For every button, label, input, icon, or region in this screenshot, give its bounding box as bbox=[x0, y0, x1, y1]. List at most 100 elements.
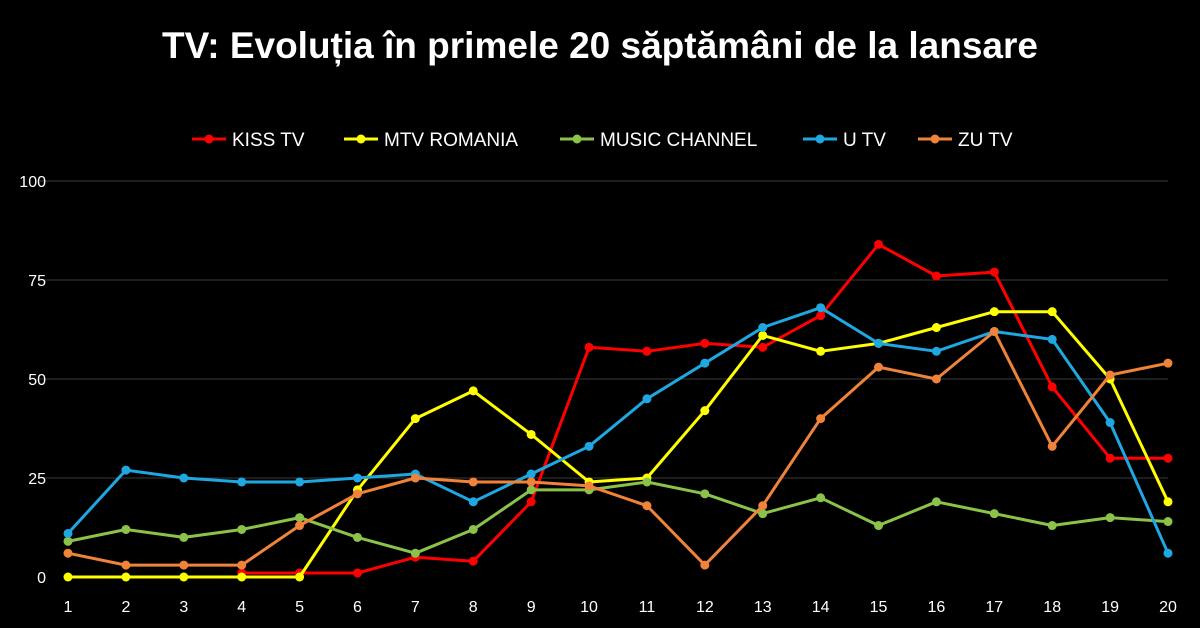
series-line-zu-tv bbox=[67, 330, 1169, 567]
x-tick-label: 11 bbox=[639, 599, 656, 616]
x-tick-label: 9 bbox=[527, 599, 536, 616]
x-tick-label: 6 bbox=[353, 599, 362, 616]
data-point-music-channel bbox=[237, 524, 247, 534]
x-tick-label: 14 bbox=[812, 599, 830, 616]
legend-swatch-marker bbox=[356, 134, 366, 144]
data-point-music-channel bbox=[758, 509, 768, 519]
data-point-zu-tv bbox=[642, 501, 652, 511]
data-point-u-tv bbox=[1163, 548, 1173, 558]
data-point-u-tv bbox=[758, 323, 768, 333]
series-line-mtv-romania bbox=[68, 310, 1170, 579]
chart-title: TV: Evoluția în primele 20 săptămâni de … bbox=[162, 25, 1038, 67]
legend-label: MTV ROMANIA bbox=[384, 130, 518, 151]
x-tick-label: 8 bbox=[469, 599, 478, 616]
data-point-mtv-romania bbox=[526, 429, 536, 439]
data-point-zu-tv bbox=[584, 481, 594, 491]
data-point-u-tv bbox=[816, 303, 826, 313]
data-point-u-tv bbox=[1047, 334, 1057, 344]
data-point-u-tv bbox=[700, 358, 710, 368]
legend-swatch-marker bbox=[930, 134, 940, 144]
data-point-u-tv bbox=[468, 497, 478, 507]
data-point-music-channel bbox=[700, 489, 710, 499]
data-point-mtv-romania bbox=[179, 572, 189, 582]
legend-label: U TV bbox=[843, 130, 886, 151]
data-point-music-channel bbox=[63, 536, 73, 546]
x-tick-label: 12 bbox=[696, 599, 714, 616]
data-point-kiss-tv bbox=[1105, 453, 1115, 463]
data-point-u-tv bbox=[352, 473, 362, 483]
data-point-mtv-romania bbox=[63, 572, 73, 582]
y-tick-label: 75 bbox=[28, 273, 46, 290]
series-music-channel bbox=[63, 477, 1173, 558]
data-point-kiss-tv bbox=[931, 271, 941, 281]
x-tick-label: 16 bbox=[928, 599, 946, 616]
data-point-u-tv bbox=[931, 346, 941, 356]
data-point-mtv-romania bbox=[295, 572, 305, 582]
series-zu-tv bbox=[63, 326, 1173, 570]
x-tick-label: 20 bbox=[1159, 599, 1177, 616]
data-point-zu-tv bbox=[410, 473, 420, 483]
data-point-zu-tv bbox=[758, 501, 768, 511]
data-point-kiss-tv bbox=[352, 568, 362, 578]
data-point-mtv-romania bbox=[1047, 307, 1057, 317]
data-point-kiss-tv bbox=[584, 342, 594, 352]
data-point-zu-tv bbox=[700, 560, 710, 570]
x-tick-label: 17 bbox=[985, 599, 1003, 616]
y-tick-label: 25 bbox=[28, 471, 46, 488]
data-point-music-channel bbox=[989, 509, 999, 519]
data-point-u-tv bbox=[179, 473, 189, 483]
data-point-zu-tv bbox=[121, 560, 131, 570]
legend-label: MUSIC CHANNEL bbox=[600, 130, 757, 151]
y-tick-label: 50 bbox=[28, 372, 46, 389]
data-point-zu-tv bbox=[1047, 441, 1057, 451]
data-point-mtv-romania bbox=[758, 330, 768, 340]
series-line-music-channel bbox=[67, 480, 1169, 555]
data-point-zu-tv bbox=[295, 521, 305, 531]
data-point-kiss-tv bbox=[642, 346, 652, 356]
data-point-music-channel bbox=[874, 521, 884, 531]
data-point-music-channel bbox=[295, 513, 305, 523]
y-tick-label: 0 bbox=[37, 570, 46, 587]
data-point-mtv-romania bbox=[468, 386, 478, 396]
x-axis-ticks: 1 2 3 4 5 6 7 8 9 10 11 12 13 14 15 16 17 18 19 20 bbox=[64, 599, 1177, 616]
data-point-music-channel bbox=[179, 532, 189, 542]
legend-swatch-marker bbox=[815, 134, 825, 144]
data-point-kiss-tv bbox=[1163, 453, 1173, 463]
data-point-zu-tv bbox=[1105, 370, 1115, 380]
data-point-mtv-romania bbox=[931, 323, 941, 333]
data-point-kiss-tv bbox=[526, 497, 536, 507]
data-point-zu-tv bbox=[1163, 358, 1173, 368]
series-group bbox=[63, 239, 1173, 582]
x-tick-label: 19 bbox=[1101, 599, 1119, 616]
data-point-zu-tv bbox=[989, 326, 999, 336]
data-point-music-channel bbox=[1105, 513, 1115, 523]
data-point-zu-tv bbox=[63, 548, 73, 558]
legend-item-zu-tv: ZU TV bbox=[918, 130, 1013, 151]
data-point-u-tv bbox=[526, 469, 536, 479]
x-tick-label: 2 bbox=[121, 599, 130, 616]
data-point-kiss-tv bbox=[700, 338, 710, 348]
legend-item-mtv-romania: MTV ROMANIA bbox=[344, 130, 518, 151]
x-tick-label: 3 bbox=[179, 599, 188, 616]
gridlines bbox=[40, 180, 1168, 479]
series-line-u-tv bbox=[66, 306, 1170, 554]
data-point-zu-tv bbox=[468, 477, 478, 487]
y-tick-label: 100 bbox=[19, 174, 46, 191]
data-point-u-tv bbox=[1105, 418, 1115, 428]
x-tick-label: 10 bbox=[580, 599, 598, 616]
data-point-kiss-tv bbox=[468, 556, 478, 566]
data-point-mtv-romania bbox=[1163, 497, 1173, 507]
legend-label: ZU TV bbox=[958, 130, 1013, 151]
data-point-music-channel bbox=[1047, 521, 1057, 531]
y-axis-ticks: 0 25 50 75 100 bbox=[19, 174, 46, 587]
legend-label: KISS TV bbox=[232, 130, 305, 151]
data-point-zu-tv bbox=[931, 374, 941, 384]
data-point-music-channel bbox=[816, 493, 826, 503]
series-u-tv bbox=[63, 303, 1173, 558]
legend-swatch-marker bbox=[204, 134, 214, 144]
data-point-kiss-tv bbox=[989, 267, 999, 277]
data-point-kiss-tv bbox=[816, 311, 826, 321]
legend-item-kiss-tv: KISS TV bbox=[192, 130, 305, 151]
data-point-mtv-romania bbox=[410, 414, 420, 424]
